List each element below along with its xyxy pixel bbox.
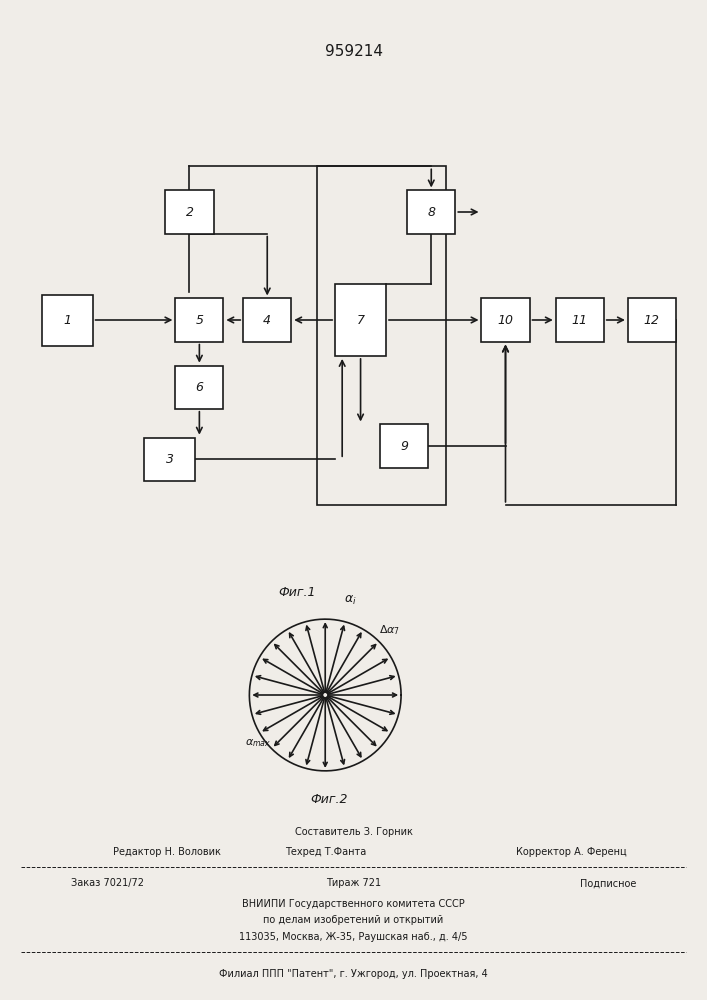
Bar [42, 294, 93, 346]
Bar [335, 284, 386, 356]
Text: Тираж 721: Тираж 721 [326, 878, 381, 888]
Bar [628, 298, 676, 342]
Bar [175, 298, 223, 342]
Bar [556, 298, 604, 342]
Bar [380, 424, 428, 468]
Text: Редактор Н. Воловик: Редактор Н. Воловик [113, 847, 221, 857]
Text: 113035, Москва, Ж-35, Раушская наб., д. 4/5: 113035, Москва, Ж-35, Раушская наб., д. … [239, 932, 468, 942]
Text: Филиал ППП "Патент", г. Ужгород, ул. Проектная, 4: Филиал ППП "Патент", г. Ужгород, ул. Про… [219, 969, 488, 979]
Text: 11: 11 [572, 314, 588, 326]
Bar [165, 190, 214, 234]
Text: 5: 5 [195, 314, 204, 326]
Text: Корректор А. Ференц: Корректор А. Ференц [516, 847, 627, 857]
Bar [481, 298, 530, 342]
Bar [407, 190, 455, 234]
Text: $\Delta\alpha_7$: $\Delta\alpha_7$ [379, 623, 400, 637]
Text: 4: 4 [263, 314, 271, 326]
Text: Фиг.2: Фиг.2 [310, 793, 348, 806]
Text: ВНИИПИ Государственного комитета СССР: ВНИИПИ Государственного комитета СССР [242, 899, 465, 909]
Text: по делам изобретений и открытий: по делам изобретений и открытий [264, 915, 443, 925]
Text: Подписное: Подписное [580, 878, 636, 888]
Bar [243, 298, 291, 342]
Text: Фиг.1: Фиг.1 [278, 586, 316, 599]
Text: Техред Т.Фанта: Техред Т.Фанта [285, 847, 366, 857]
Text: 2: 2 [185, 206, 194, 219]
Text: 8: 8 [427, 206, 436, 219]
Text: 3: 3 [165, 453, 174, 466]
Text: 12: 12 [644, 314, 660, 326]
Text: $\alpha_{max}$: $\alpha_{max}$ [245, 737, 271, 749]
Text: Заказ 7021/72: Заказ 7021/72 [71, 878, 144, 888]
Text: 959214: 959214 [325, 44, 382, 59]
Bar [317, 166, 446, 505]
Text: Составитель З. Горник: Составитель З. Горник [295, 827, 412, 837]
Text: 6: 6 [195, 381, 204, 394]
Bar [175, 366, 223, 409]
Text: 9: 9 [400, 440, 409, 452]
Text: $\alpha_i$: $\alpha_i$ [344, 594, 356, 607]
Text: 1: 1 [63, 314, 71, 326]
Bar [144, 438, 195, 481]
Text: 10: 10 [498, 314, 513, 326]
Text: 7: 7 [356, 314, 365, 326]
